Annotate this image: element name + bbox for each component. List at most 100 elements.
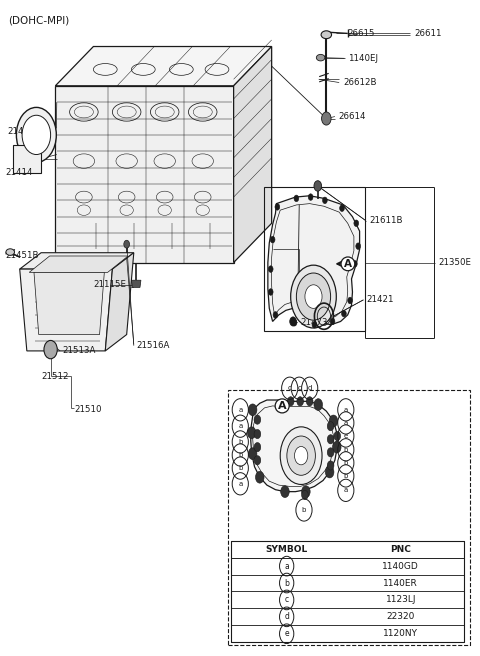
Circle shape: [290, 317, 296, 326]
Text: a: a: [344, 420, 348, 426]
Circle shape: [124, 240, 130, 248]
Circle shape: [22, 115, 50, 155]
Circle shape: [322, 112, 331, 125]
Text: e: e: [284, 629, 289, 638]
Text: 21414: 21414: [5, 169, 33, 177]
Text: 22320: 22320: [386, 612, 415, 621]
Text: b: b: [238, 452, 242, 458]
Text: d: d: [284, 612, 289, 621]
Circle shape: [248, 448, 257, 460]
Circle shape: [356, 243, 360, 249]
Circle shape: [291, 265, 336, 328]
Circle shape: [327, 448, 334, 457]
Bar: [228, 390, 470, 646]
Circle shape: [305, 285, 322, 308]
Bar: [231, 541, 464, 558]
Polygon shape: [20, 253, 134, 269]
Circle shape: [323, 197, 327, 203]
Circle shape: [288, 397, 294, 406]
Circle shape: [287, 436, 315, 476]
Circle shape: [312, 321, 317, 328]
Circle shape: [294, 447, 308, 465]
Text: 1140ER: 1140ER: [384, 579, 418, 588]
Circle shape: [308, 194, 313, 200]
Circle shape: [296, 273, 331, 320]
Text: a: a: [344, 407, 348, 413]
Ellipse shape: [316, 54, 325, 61]
Polygon shape: [34, 272, 104, 335]
Circle shape: [301, 490, 308, 499]
Text: 21611B: 21611B: [369, 216, 403, 225]
Circle shape: [314, 399, 323, 411]
Text: PNC: PNC: [390, 544, 411, 554]
Text: 21512: 21512: [41, 372, 69, 381]
Bar: [264, 186, 365, 331]
Circle shape: [327, 422, 334, 431]
Text: a: a: [284, 562, 289, 571]
Circle shape: [273, 312, 278, 318]
Circle shape: [247, 427, 256, 439]
Text: c: c: [297, 385, 301, 391]
Circle shape: [294, 195, 299, 201]
Polygon shape: [105, 253, 134, 351]
Circle shape: [327, 461, 334, 470]
Text: a: a: [344, 487, 348, 493]
Circle shape: [292, 319, 297, 326]
Text: a: a: [238, 423, 242, 429]
Text: 26614: 26614: [338, 112, 366, 121]
Circle shape: [275, 203, 280, 210]
Circle shape: [333, 441, 341, 453]
Polygon shape: [29, 256, 128, 272]
Text: d: d: [308, 385, 312, 391]
Bar: [231, 608, 464, 625]
Circle shape: [44, 340, 57, 359]
Circle shape: [325, 466, 334, 478]
Text: A: A: [278, 401, 287, 411]
Text: 26612B: 26612B: [343, 78, 376, 87]
Text: b: b: [302, 507, 306, 513]
Circle shape: [248, 404, 257, 416]
Circle shape: [342, 310, 346, 317]
Text: A: A: [344, 259, 352, 269]
Bar: [231, 625, 464, 642]
Text: 21443: 21443: [8, 127, 36, 136]
Circle shape: [254, 415, 261, 424]
Bar: [231, 558, 464, 575]
Circle shape: [329, 415, 338, 427]
Circle shape: [270, 236, 275, 243]
Circle shape: [301, 485, 310, 497]
Text: 21510: 21510: [74, 405, 102, 414]
Polygon shape: [132, 280, 141, 287]
Ellipse shape: [321, 31, 332, 39]
Polygon shape: [55, 86, 234, 262]
Polygon shape: [55, 47, 272, 86]
Text: 21421: 21421: [367, 295, 394, 304]
Circle shape: [254, 443, 261, 452]
Text: (DOHC-MPI): (DOHC-MPI): [8, 15, 69, 25]
Bar: [231, 541, 464, 642]
Circle shape: [254, 456, 261, 465]
Circle shape: [16, 108, 56, 163]
Text: 21115E: 21115E: [94, 280, 126, 289]
Text: c: c: [288, 385, 292, 391]
Circle shape: [334, 432, 341, 441]
Circle shape: [268, 289, 273, 295]
Text: b: b: [284, 579, 289, 588]
Text: VIEW: VIEW: [239, 398, 277, 411]
Text: 1140EJ: 1140EJ: [348, 54, 378, 63]
Text: b: b: [344, 447, 348, 453]
Ellipse shape: [6, 249, 14, 255]
Text: c: c: [285, 596, 289, 604]
Bar: [231, 592, 464, 608]
Circle shape: [306, 397, 313, 406]
Text: 26611: 26611: [414, 29, 442, 38]
Circle shape: [255, 472, 264, 483]
Polygon shape: [20, 269, 112, 351]
Bar: [12, 145, 41, 173]
Text: e: e: [344, 433, 348, 439]
Circle shape: [354, 220, 359, 226]
Circle shape: [254, 430, 261, 439]
Text: 1140GD: 1140GD: [383, 562, 419, 571]
Text: a: a: [238, 407, 242, 413]
Circle shape: [268, 266, 273, 272]
